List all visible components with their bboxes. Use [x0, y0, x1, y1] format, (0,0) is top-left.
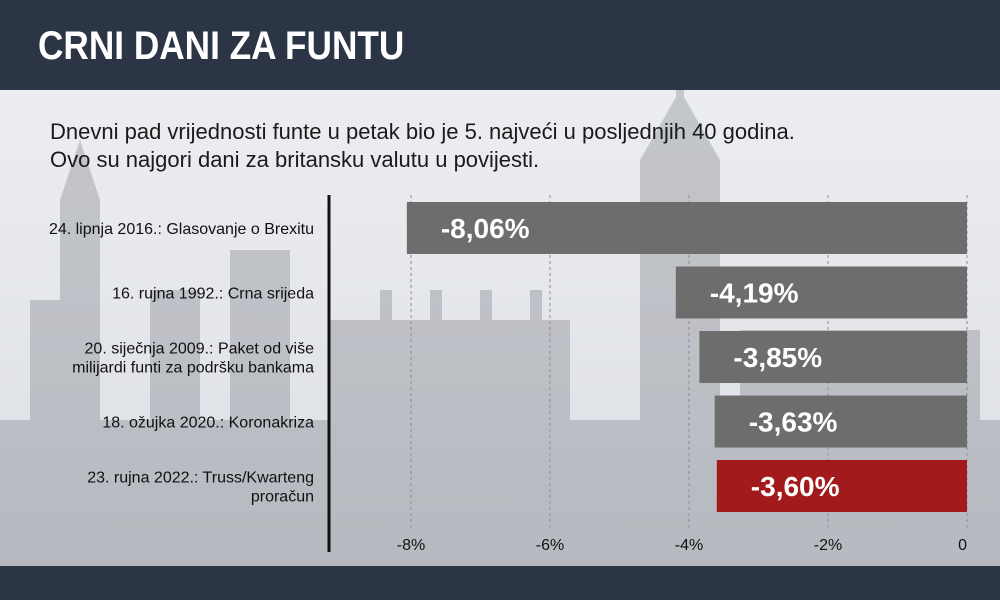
- bar: [406, 202, 968, 254]
- bar: [699, 331, 967, 383]
- data-label: -3,60%: [751, 471, 840, 502]
- x-tick-label: -4%: [675, 537, 703, 554]
- x-tick-label: -2%: [814, 537, 842, 554]
- header-bar: CRNI DANI ZA FUNTU: [0, 0, 1000, 90]
- x-tick-label: 0: [958, 537, 967, 554]
- category-label: 23. rujna 2022.: Truss/Kwarteng proračun: [87, 470, 314, 506]
- subtitle-line-1: Dnevni pad vrijednosti funte u petak bio…: [50, 119, 795, 144]
- data-label: -8,06%: [441, 213, 530, 244]
- data-label: -3,85%: [733, 342, 822, 373]
- bar: [716, 460, 967, 512]
- page-title: CRNI DANI ZA FUNTU: [38, 24, 405, 68]
- x-tick-label: -8%: [397, 537, 425, 554]
- category-label: 20. siječnja 2009.: Paket od više milijar…: [72, 341, 314, 377]
- category-label: 24. lipnja 2016.: Glasovanje o Brexitu: [49, 221, 314, 238]
- x-tick-label: -6%: [536, 537, 564, 554]
- data-label: -3,63%: [749, 407, 838, 438]
- bar: [714, 395, 967, 448]
- category-label: 16. rujna 1992.: Crna srijeda: [112, 286, 314, 303]
- footer-bar: [0, 566, 1000, 600]
- chart-subtitle: Dnevni pad vrijednosti funte u petak bio…: [50, 118, 950, 174]
- subtitle-line-2: Ovo su najgori dani za britansku valutu …: [50, 147, 540, 172]
- data-label: -4,19%: [710, 278, 799, 309]
- category-label: 18. ožujka 2020.: Koronakriza: [102, 415, 314, 432]
- bar: [675, 266, 967, 319]
